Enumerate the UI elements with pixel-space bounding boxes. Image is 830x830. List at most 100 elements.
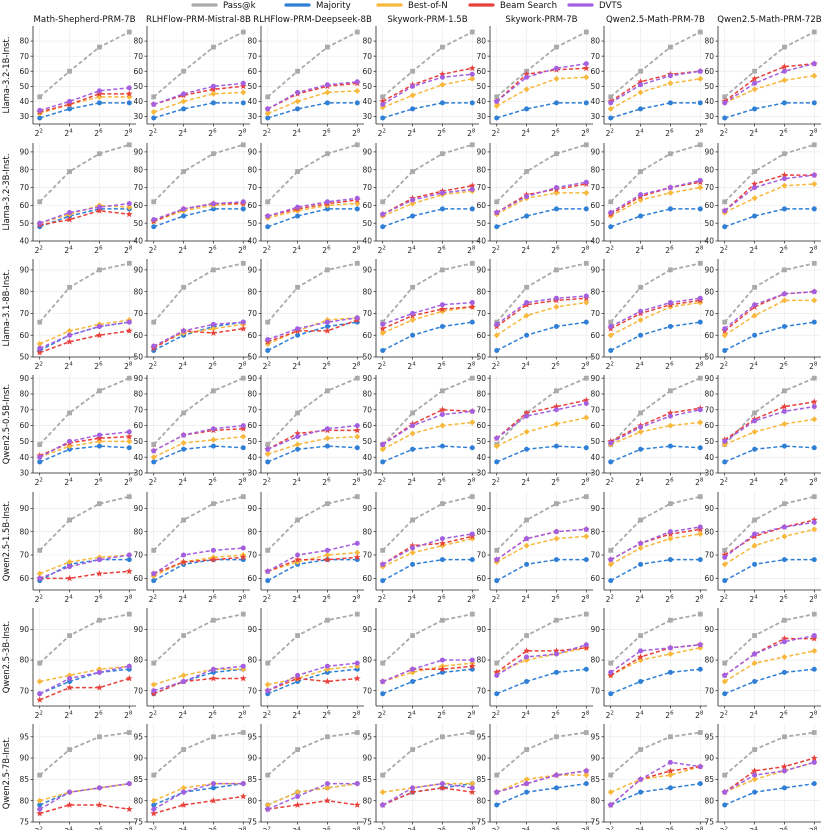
data-point (554, 734, 559, 740)
x-tick-label: 24 (292, 711, 301, 721)
y-tick-label: 50 (19, 437, 29, 446)
data-point (583, 526, 589, 532)
data-point (439, 443, 445, 449)
y-tick-label: 40 (362, 237, 372, 246)
x-tick-label: 22 (606, 827, 614, 830)
data-point (781, 291, 787, 297)
y-tick-label: 60 (590, 331, 600, 340)
data-point (181, 789, 187, 795)
data-point (583, 533, 590, 540)
data-point (410, 106, 416, 112)
x-tick-label: 26 (779, 246, 788, 256)
data-point (469, 557, 475, 563)
x-tick-label: 28 (695, 711, 704, 721)
data-point (668, 734, 673, 740)
data-point (608, 199, 614, 205)
series-beam (493, 767, 590, 796)
data-point (126, 204, 133, 211)
data-point (265, 568, 271, 574)
series-majority (151, 319, 246, 353)
series-line (496, 416, 587, 447)
data-point (524, 193, 530, 199)
series-line (610, 409, 701, 444)
data-point (667, 303, 674, 310)
series-line (610, 143, 701, 203)
data-point (126, 494, 132, 500)
series-pass (722, 29, 817, 100)
y-tick-label: 30 (133, 469, 143, 478)
y-tick-label: 90 (247, 148, 257, 157)
data-point (181, 284, 186, 290)
series-line (382, 782, 473, 806)
data-point (181, 410, 186, 416)
y-tick-label: 80 (590, 37, 600, 46)
data-point (324, 669, 330, 675)
data-point (265, 213, 271, 219)
data-point (96, 331, 103, 339)
series-beam (493, 644, 590, 676)
series-beam (379, 64, 476, 105)
x-tick-label: 22 (492, 478, 500, 488)
y-tick-label: 75 (133, 818, 143, 827)
series-line (153, 782, 244, 810)
data-point (181, 213, 187, 219)
series-majority (722, 781, 817, 808)
data-point (469, 186, 475, 192)
data-point (722, 319, 728, 325)
data-point (667, 669, 673, 675)
data-point (265, 446, 271, 452)
x-tick-label: 22 (35, 362, 43, 372)
y-tick-label: 80 (247, 390, 257, 399)
series-dvts (608, 524, 703, 563)
data-point (66, 684, 73, 691)
series-line (496, 399, 587, 439)
data-point (295, 169, 300, 174)
data-point (638, 106, 644, 112)
series-line (724, 405, 815, 443)
series-dvts (380, 408, 475, 448)
y-tick-label: 90 (19, 625, 29, 634)
data-point (126, 781, 132, 787)
data-point (324, 327, 331, 334)
data-point (37, 442, 43, 447)
x-tick-label: 28 (581, 129, 590, 139)
series-majority (265, 443, 360, 465)
x-tick-label: 28 (695, 827, 704, 830)
data-point (608, 209, 614, 215)
x-tick-label: 26 (437, 711, 446, 721)
data-point (324, 89, 331, 96)
y-tick-label: 70 (19, 183, 29, 192)
series-pass (494, 730, 589, 778)
column-title: Skywork-PRM-7B (505, 15, 577, 25)
data-point (667, 409, 674, 416)
data-point (751, 180, 758, 187)
data-point (524, 536, 530, 542)
y-tick-label: 50 (476, 82, 486, 91)
series-line (382, 659, 473, 683)
y-tick-label: 90 (133, 374, 143, 383)
data-point (811, 519, 817, 525)
data-point (96, 684, 103, 691)
x-tick-label: 24 (178, 362, 187, 372)
data-point (37, 806, 43, 812)
x-tick-label: 24 (292, 129, 301, 139)
data-point (439, 412, 445, 418)
data-point (583, 299, 590, 306)
x-tick-label: 26 (322, 246, 331, 256)
series-line (610, 377, 701, 446)
x-tick-label: 26 (779, 362, 788, 372)
data-point (523, 70, 530, 78)
data-point (752, 561, 758, 567)
series-line (39, 554, 130, 575)
data-point (151, 806, 157, 812)
x-tick-label: 28 (581, 478, 590, 488)
x-tick-label: 26 (437, 478, 446, 488)
data-point (583, 142, 589, 148)
x-tick-label: 26 (665, 711, 674, 721)
series-line (267, 782, 358, 806)
series-dvts (494, 179, 589, 215)
y-tick-label: 50 (133, 82, 143, 91)
series-line (724, 731, 815, 776)
